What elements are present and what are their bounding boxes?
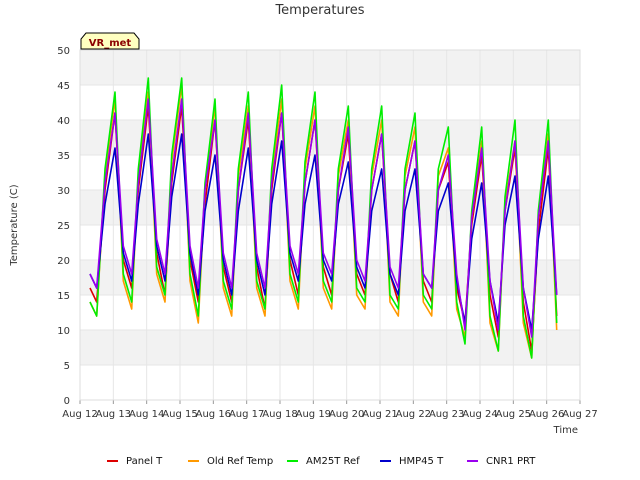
chart-title: Temperatures [274, 3, 364, 18]
y-axis-label: Temperature (C) [9, 184, 20, 266]
y-tick-label: 45 [57, 81, 70, 92]
x-tick-label: Aug 12 [62, 409, 97, 420]
x-tick-label: Aug 27 [562, 409, 597, 420]
x-tick-label: Aug 18 [262, 409, 297, 420]
x-tick-label: Aug 17 [229, 409, 264, 420]
y-axis: 0 5 10 15 20 25 30 35 40 45 50 [57, 46, 70, 407]
y-tick-label: 10 [57, 326, 70, 337]
series-lines [89, 77, 558, 359]
grid-bands [80, 50, 580, 365]
legend-label: HMP45 T [399, 456, 444, 467]
x-tick-label: Aug 14 [129, 409, 164, 420]
y-tick-label: 30 [57, 186, 70, 197]
y-tick-label: 15 [57, 291, 70, 302]
y-tick-label: 25 [57, 221, 70, 232]
x-tick-label: Aug 26 [529, 409, 564, 420]
legend-label: AM25T Ref [306, 456, 360, 467]
legend: Panel T Old Ref Temp AM25T Ref HMP45 T CNR1 … [107, 456, 536, 467]
x-tick-label: Aug 21 [362, 409, 397, 420]
legend-label: Panel T [126, 456, 163, 467]
grid-band [80, 120, 580, 155]
y-tick-label: 5 [64, 361, 70, 372]
x-tick-label: Aug 23 [429, 409, 464, 420]
x-tick-label: Aug 20 [329, 409, 364, 420]
grid-band [80, 50, 580, 85]
x-tick-label: Aug 16 [196, 409, 231, 420]
y-tick-label: 50 [57, 46, 70, 57]
x-tick-label: Aug 13 [96, 409, 131, 420]
legend-label: CNR1 PRT [486, 456, 536, 467]
x-tick-label: Aug 25 [496, 409, 531, 420]
plot-frame [79, 49, 581, 401]
y-tick-label: 20 [57, 256, 70, 267]
x-tick-label: Aug 15 [162, 409, 197, 420]
x-tick-label: Aug 22 [396, 409, 431, 420]
site-label: VR_met [89, 38, 132, 49]
legend-label: Old Ref Temp [207, 456, 273, 467]
series-line-cnr1-prt [89, 98, 558, 338]
x-tick-label: Aug 19 [296, 409, 331, 420]
grid-band [80, 190, 580, 225]
y-tick-label: 40 [57, 116, 70, 127]
x-tick-label: Aug 24 [462, 409, 497, 420]
y-tick-label: 0 [64, 396, 70, 407]
y-tick-label: 35 [57, 151, 70, 162]
grid-band [80, 330, 580, 365]
x-axis-label: Time [553, 425, 578, 436]
site-label-box: VR_met [80, 32, 140, 50]
